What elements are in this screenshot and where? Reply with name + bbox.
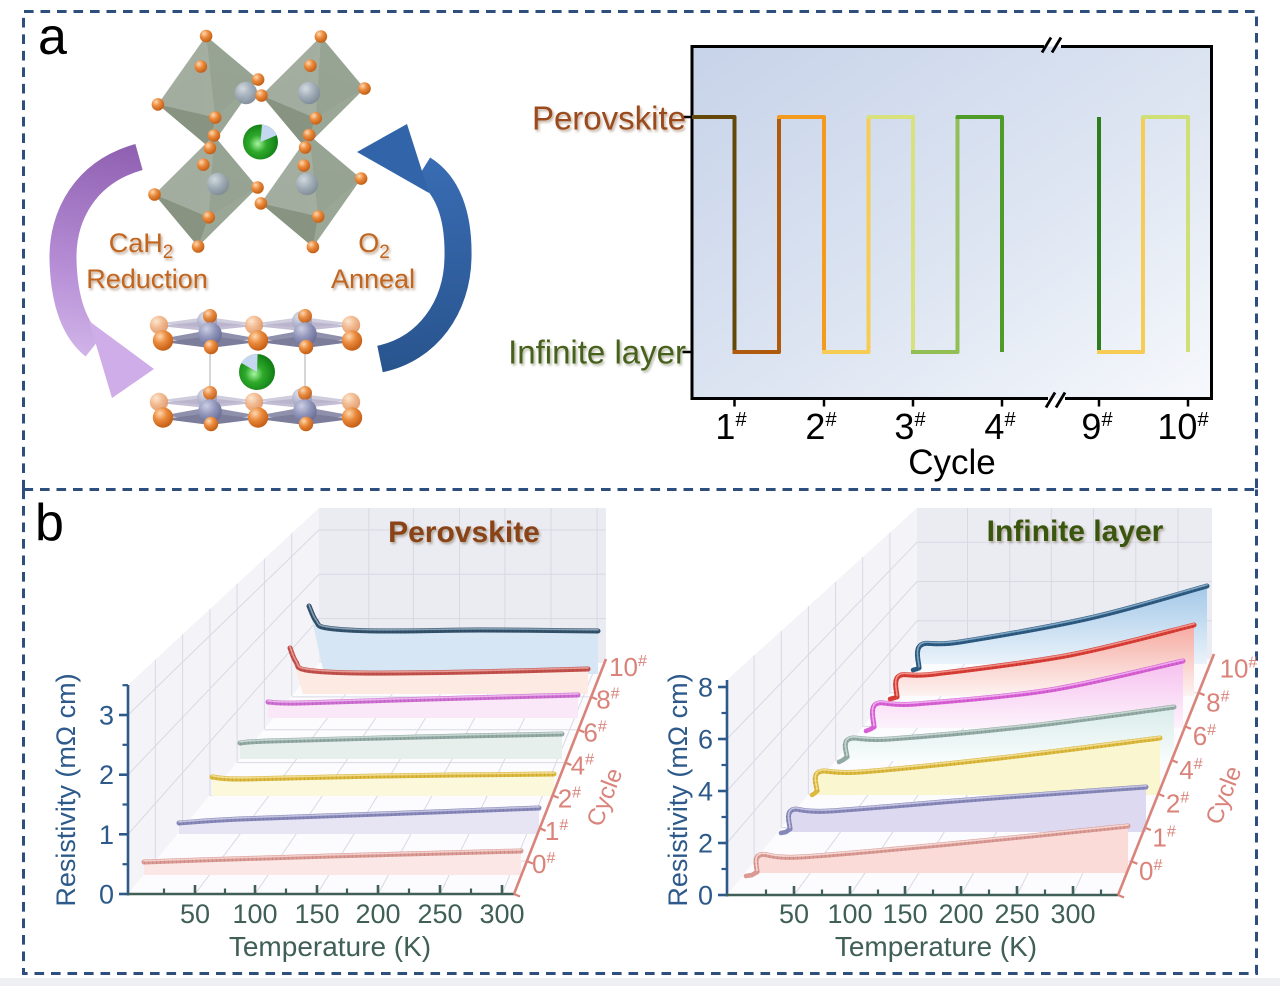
svg-text:4#: 4# — [571, 750, 594, 780]
svg-text:10#: 10# — [1220, 654, 1258, 684]
svg-text:Cycle: Cycle — [1201, 762, 1248, 828]
svg-text:200: 200 — [938, 899, 983, 929]
svg-text:250: 250 — [994, 899, 1039, 929]
svg-text:1#: 1# — [1152, 822, 1175, 852]
svg-text:Reduction: Reduction — [86, 264, 208, 294]
svg-text:0: 0 — [698, 881, 713, 911]
svg-text:150: 150 — [882, 899, 927, 929]
svg-text:0#: 0# — [1139, 856, 1162, 886]
svg-text:50: 50 — [779, 899, 809, 929]
svg-text:8#: 8# — [1206, 687, 1229, 717]
svg-text:1#: 1# — [545, 816, 568, 846]
svg-text:1#: 1# — [715, 406, 747, 447]
svg-text:200: 200 — [355, 899, 400, 929]
svg-text:a: a — [38, 8, 67, 66]
svg-text:10#: 10# — [1157, 406, 1209, 447]
svg-text:3#: 3# — [894, 406, 926, 447]
svg-text:Temperature (K): Temperature (K) — [835, 931, 1037, 962]
svg-text:2#: 2# — [558, 783, 581, 813]
svg-text:Cycle: Cycle — [582, 764, 629, 830]
svg-text:Cycle: Cycle — [908, 443, 996, 482]
svg-text:6#: 6# — [1193, 721, 1216, 751]
svg-text:O2: O2 — [358, 228, 390, 263]
svg-text:Infinite layer: Infinite layer — [987, 515, 1164, 548]
svg-text:2: 2 — [99, 760, 114, 790]
svg-text:Infinite layer: Infinite layer — [508, 334, 686, 371]
svg-text:0: 0 — [99, 880, 114, 910]
svg-text:2#: 2# — [1166, 789, 1189, 819]
svg-text:Temperature (K): Temperature (K) — [229, 931, 431, 962]
svg-text:6: 6 — [698, 725, 713, 755]
svg-text:8: 8 — [698, 673, 713, 703]
svg-text:300: 300 — [1050, 899, 1095, 929]
svg-text:50: 50 — [180, 899, 210, 929]
svg-text:Resistivity (mΩ cm): Resistivity (mΩ cm) — [51, 673, 81, 906]
svg-text:250: 250 — [417, 899, 462, 929]
svg-text:3: 3 — [99, 701, 114, 731]
svg-text:4#: 4# — [984, 406, 1016, 447]
svg-text:Perovskite: Perovskite — [388, 516, 540, 549]
svg-text:4#: 4# — [1179, 755, 1202, 785]
svg-text:4: 4 — [698, 777, 713, 807]
svg-text:Resistivity (mΩ cm): Resistivity (mΩ cm) — [663, 673, 693, 906]
svg-text:300: 300 — [479, 899, 524, 929]
svg-text:Perovskite: Perovskite — [532, 100, 686, 137]
svg-text:150: 150 — [294, 899, 339, 929]
svg-text:CaH2: CaH2 — [109, 228, 174, 263]
svg-text:6#: 6# — [583, 718, 606, 748]
svg-text:b: b — [35, 494, 64, 552]
svg-text:2#: 2# — [805, 406, 837, 447]
svg-text:9#: 9# — [1081, 406, 1113, 447]
svg-text:0#: 0# — [532, 849, 555, 879]
svg-text:10#: 10# — [609, 652, 647, 682]
svg-text:1: 1 — [99, 820, 114, 850]
svg-text:100: 100 — [232, 899, 277, 929]
svg-text:8#: 8# — [596, 685, 619, 715]
svg-text:Anneal: Anneal — [331, 264, 415, 294]
svg-text:2: 2 — [698, 829, 713, 859]
svg-text:100: 100 — [827, 899, 872, 929]
